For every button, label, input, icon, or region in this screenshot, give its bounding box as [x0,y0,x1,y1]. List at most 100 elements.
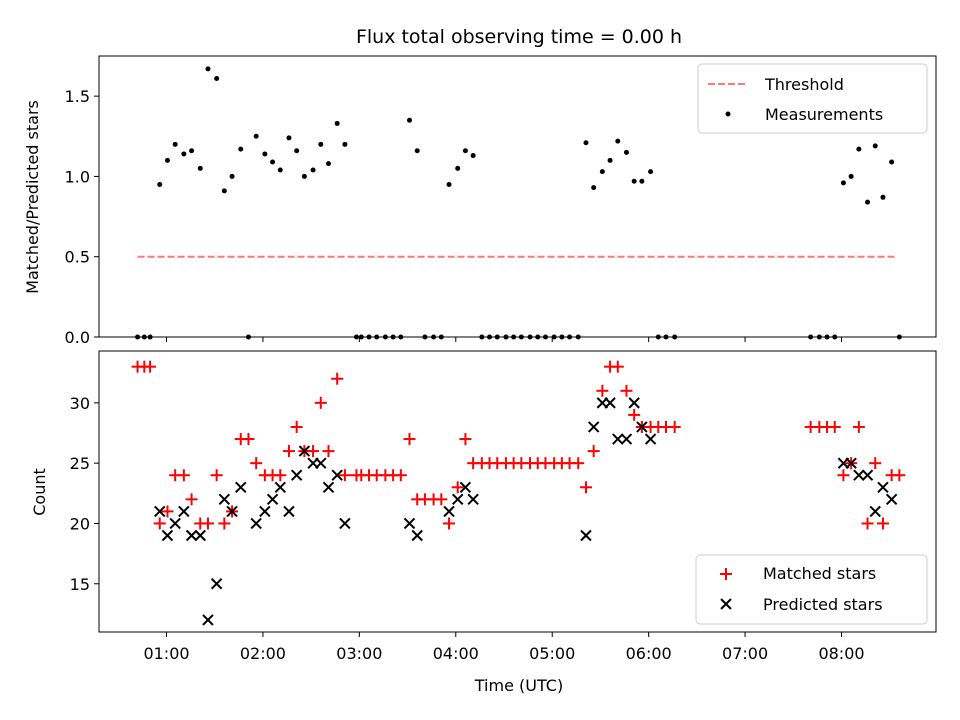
predicted-star-point [861,469,874,481]
predicted-star-point [636,421,648,433]
measurement-point [607,157,613,163]
measurement-point [326,161,331,167]
measurement-point [623,149,629,155]
bottom-xtick-label: 06:00 [626,644,672,663]
predicted-star-point [845,457,857,469]
matched-stars-legend-label: Matched stars [763,564,876,583]
matched-star-point [161,505,174,518]
measurement-point [414,148,420,154]
top-ytick-label: 1.5 [65,87,90,106]
measurements-legend-swatch [725,111,731,117]
predicted-star-point [266,493,279,506]
measurement-point [462,148,468,154]
matched-star-point [185,493,198,506]
measurement-point [446,181,452,187]
measurement-point [294,148,300,154]
measurement-point [181,151,187,157]
measurement-point [865,199,871,205]
predicted-star-point [580,529,592,542]
predicted-star-point [250,517,262,530]
predicted-star-point [290,469,303,481]
top-ytick-label: 0.0 [65,328,90,347]
chart-title: Flux total observing time = 0.00 h [356,26,682,48]
measurement-point [615,138,621,144]
predicted-star-point [339,517,351,530]
measurement-point [334,120,340,126]
predicted-star-point [194,529,206,542]
predicted-star-point [235,481,247,493]
predicted-star-point [877,481,889,493]
predicted-star-point [459,481,472,493]
predicted-star-point [274,481,286,493]
measurement-point [262,151,268,157]
measurement-point [631,178,637,184]
matched-star-point [242,433,255,446]
matched-star-point [282,445,295,458]
measurement-point [214,75,220,81]
measurement-point [648,169,654,175]
measurement-point [164,157,170,163]
measurement-point [221,188,227,194]
predicted-star-point [298,445,311,457]
predicted-star-point [331,469,343,481]
bottom-legend-box [695,554,928,625]
predicted-stars-series [154,397,898,626]
measurement-point [342,141,348,147]
matched-star-point [611,360,624,373]
measurement-point [277,167,283,173]
measurements-legend-label: Measurements [765,105,883,124]
predicted-stars-legend-label: Predicted stars [763,595,883,614]
predicted-star-point [620,433,633,445]
bottom-xtick-label: 01:00 [143,644,189,663]
matched-star-point [620,384,633,397]
predicted-star-point [226,505,238,518]
predicted-star-point [604,397,616,409]
measurement-point [889,159,895,165]
matched-star-point [144,360,157,373]
matched-star-point [668,420,681,433]
bottom-panel: Count 15 20 25 30 01:00 02:00 03:00 04:00 05:00 0… [30,350,937,663]
predicted-star-point [452,493,464,506]
bottom-xtick-label: 08:00 [818,644,864,663]
bottom-xtick-label: 02:00 [240,644,286,663]
matched-star-point [153,517,166,530]
matched-star-point [290,420,303,433]
top-ticks: 0.0 0.5 1.0 1.5 [65,87,842,347]
matched-star-point [210,469,223,482]
measurement-point [591,185,597,191]
matched-star-point [443,517,456,530]
measurement-point [270,159,276,165]
measurement-point [238,146,244,152]
measurement-point [856,146,862,152]
top-ytick-label: 1.0 [65,167,90,186]
bottom-xtick-label: 05:00 [529,644,575,663]
measurement-point [639,178,645,184]
predicted-star-point [202,614,214,626]
matched-star-point [837,469,850,482]
matched-star-point [177,469,190,482]
predicted-star-point [322,481,335,493]
x-axis-label: Time (UTC) [474,676,563,695]
measurement-point [318,141,324,147]
measurement-point [407,117,412,123]
predicted-star-point [628,397,640,409]
measurement-point [189,148,195,154]
measurement-point [157,181,163,187]
top-legend-box [697,63,928,134]
matched-star-point [876,517,889,530]
threshold-legend-label: Threshold [764,75,844,94]
top-axes-frame [98,55,937,338]
matched-star-point [628,408,641,421]
predicted-star-point [443,505,455,518]
top-ylabel: Matched/Predicted stars [23,100,42,294]
predicted-star-point [218,493,231,506]
predicted-star-point [612,433,624,445]
bottom-ticks: 15 20 25 30 01:00 02:00 03:00 04:00 05:00 06:00 07… [70,394,865,663]
measurement-point [229,173,235,179]
matched-star-point [314,396,327,409]
bottom-xtick-label: 07:00 [722,644,768,663]
measurement-point [583,140,589,146]
measurement-point [455,165,461,171]
measurement-point [872,143,878,149]
